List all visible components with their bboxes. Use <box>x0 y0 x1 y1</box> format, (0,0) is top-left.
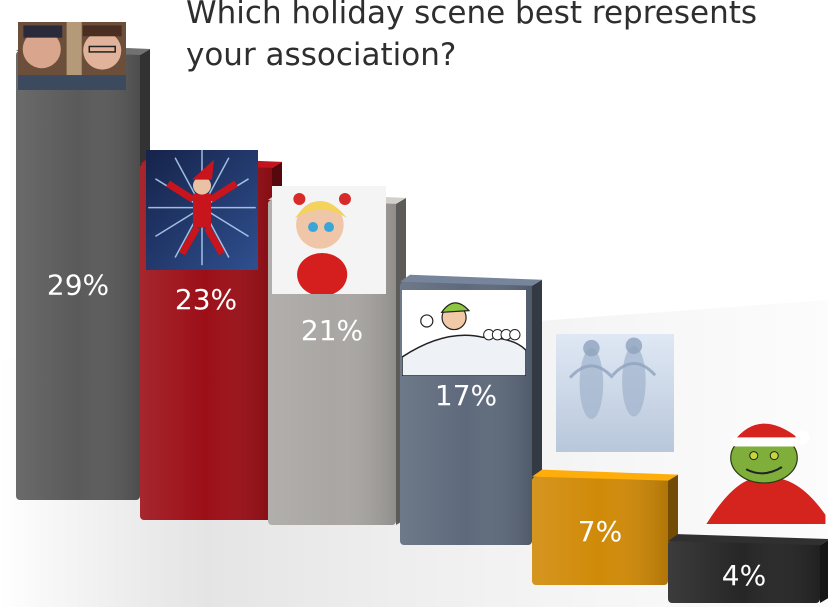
bar-1: 29% <box>16 43 150 500</box>
bars-group: 29% 23% 21% 17% 7% 4% <box>16 22 828 603</box>
bar-image-2 <box>146 150 258 270</box>
bar-image-4 <box>402 290 526 376</box>
bar-top-5 <box>532 469 678 481</box>
chart-title-line-1: Which holiday scene best represents <box>186 0 758 31</box>
bar-value-label-2: 23% <box>175 283 237 316</box>
bar-shine-6 <box>668 541 820 603</box>
chart-title-line-2: your association? <box>186 37 457 73</box>
bar-image-1 <box>18 22 126 90</box>
scene-cartoon-girl <box>272 186 386 294</box>
scene-grinch <box>706 423 826 524</box>
scene-electric-santa <box>146 150 258 270</box>
bar-value-label-6: 4% <box>722 559 766 592</box>
bar-top-6 <box>668 534 828 546</box>
bar-value-label-4: 17% <box>435 379 497 412</box>
bar-6: 4% <box>668 534 828 603</box>
scene-snowball-kid <box>402 290 526 376</box>
scene-photo-two-kids <box>18 22 126 90</box>
bar-shine-5 <box>532 476 668 585</box>
bar-side-6 <box>820 540 828 603</box>
bar-shine-1 <box>16 50 140 500</box>
bar-top-4 <box>400 274 542 286</box>
bar-image-5 <box>556 334 674 452</box>
bar-value-label-3: 21% <box>301 314 363 347</box>
bar-5: 7% <box>532 469 678 585</box>
bar-image-6 <box>706 423 826 524</box>
bar-value-label-5: 7% <box>578 515 622 548</box>
bar-value-label-1: 29% <box>47 268 109 301</box>
chart-title: Which holiday scene best represents your… <box>186 0 806 76</box>
bar-image-3 <box>272 186 386 294</box>
scene-snow-angels <box>556 334 674 452</box>
